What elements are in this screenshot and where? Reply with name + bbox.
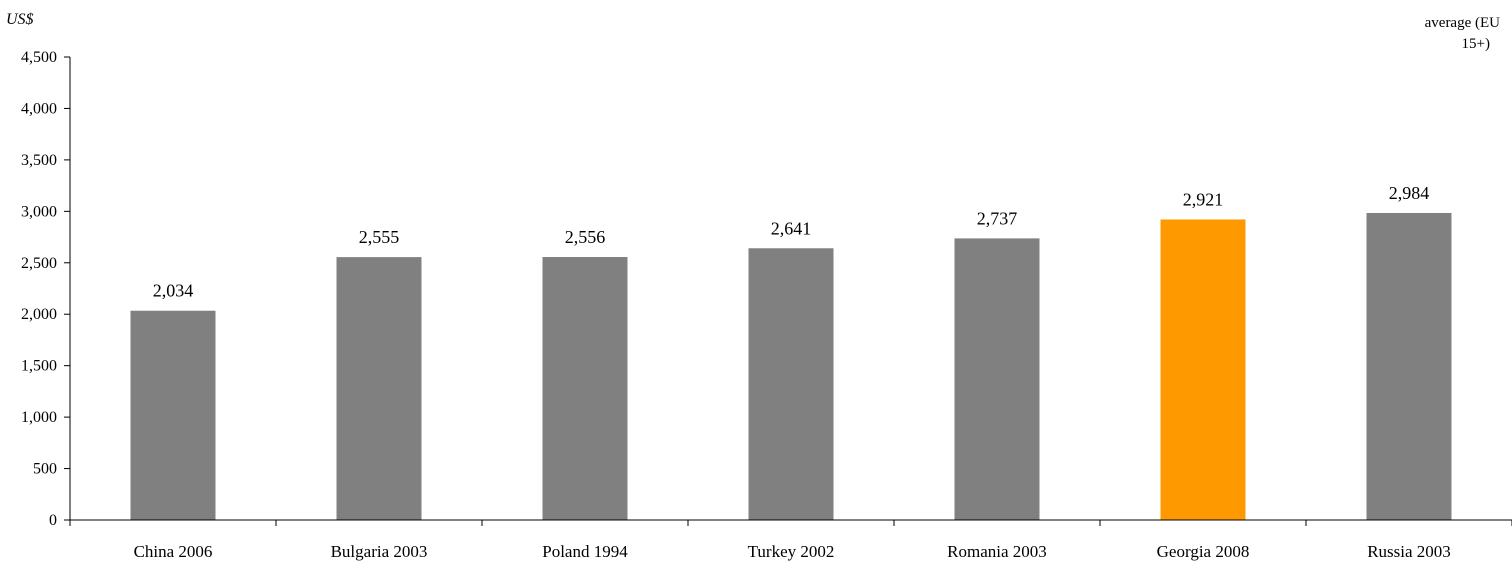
data-label: 2,921 [1183, 189, 1224, 209]
bars: 2,034 2,555 2,556 2,641 2,737 2,921 2,984 [130, 183, 1452, 521]
category-label: Russia 2003 [1367, 542, 1451, 561]
y-tick-label: 500 [33, 461, 57, 478]
bar-china-2006 [130, 310, 216, 520]
data-label: 2,034 [153, 281, 194, 301]
category-label: Georgia 2008 [1157, 542, 1250, 561]
data-label: 2,641 [771, 218, 812, 238]
category-label: Romania 2003 [947, 542, 1047, 561]
bar-romania-2003 [954, 238, 1040, 520]
annotation-note: average (EU 15+) [1425, 15, 1501, 52]
y-tick-label: 0 [49, 512, 57, 529]
y-tick-label: 1,500 [21, 358, 57, 375]
y-tick-label: 2,000 [21, 306, 57, 323]
y-tick-label: 4,000 [21, 100, 57, 117]
data-label: 2,984 [1389, 183, 1430, 203]
category-label: Bulgaria 2003 [331, 542, 428, 561]
category-label: Turkey 2002 [748, 542, 835, 561]
y-tick-label: 1,000 [21, 409, 57, 426]
x-axis: China 2006 Bulgaria 2003 Poland 1994 Turkey… [69, 519, 1512, 561]
y-axis: 0 500 1,000 1,500 2,000 2,500 3,000 3,500 4,000 4… [21, 49, 71, 529]
y-tick-label: 4,500 [21, 49, 57, 66]
bar-russia-2003 [1366, 212, 1452, 520]
category-label: China 2006 [134, 542, 213, 561]
data-label: 2,555 [359, 227, 400, 247]
y-tick-label: 3,500 [21, 152, 57, 169]
y-axis-label: US$ [6, 11, 34, 28]
annotation-line-1: average (EU [1425, 15, 1501, 31]
data-label: 2,556 [565, 227, 606, 247]
y-tick-label: 2,500 [21, 255, 57, 272]
bar-georgia-2008 [1160, 219, 1246, 521]
bar-poland-1994 [542, 257, 628, 520]
data-label: 2,737 [977, 208, 1018, 228]
bar-turkey-2002 [748, 248, 834, 520]
bar-bulgaria-2003 [336, 257, 422, 520]
annotation-line-2: 15+) [1462, 36, 1490, 52]
category-label: Poland 1994 [542, 542, 628, 561]
y-tick-label: 3,000 [21, 203, 57, 220]
